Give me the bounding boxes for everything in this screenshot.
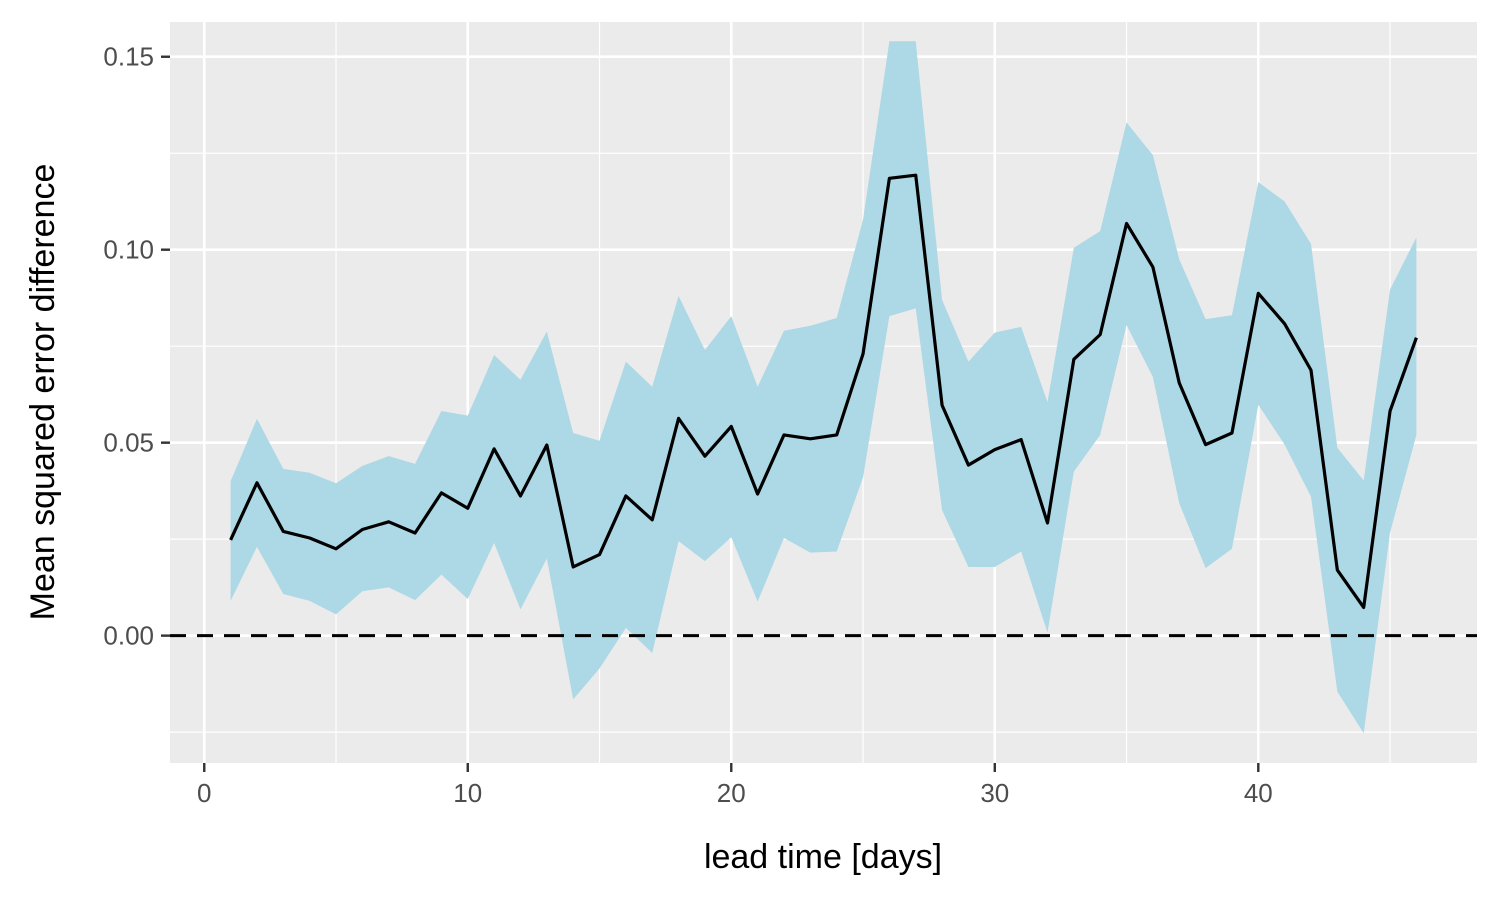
y-tick-label: 0.10: [103, 235, 154, 265]
x-axis-title: lead time [days]: [704, 838, 942, 876]
y-axis-title: Mean squared error difference: [24, 164, 62, 621]
y-tick-label: 0.00: [103, 621, 154, 651]
x-tick-label: 10: [453, 778, 482, 808]
y-tick-label: 0.15: [103, 42, 154, 72]
x-axis-ticks: 0 10 20 30 40: [197, 763, 1273, 808]
confidence-band: [230, 41, 1417, 734]
mean-line: [229, 173, 1418, 610]
x-tick-label: 0: [197, 778, 211, 808]
x-tick-label: 40: [1244, 778, 1273, 808]
x-tick-label: 20: [717, 778, 746, 808]
x-tick-label: 30: [980, 778, 1009, 808]
y-axis-ticks: 0.00 0.05 0.10 0.15: [103, 42, 170, 651]
y-tick-label: 0.05: [103, 428, 154, 458]
